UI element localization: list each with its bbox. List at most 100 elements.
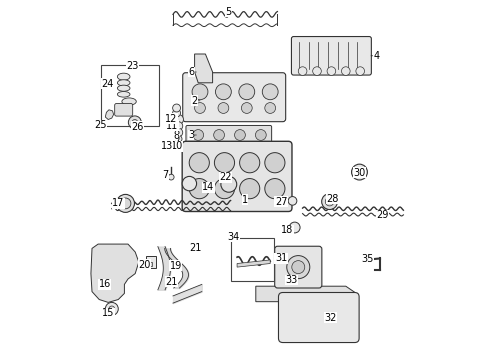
Circle shape bbox=[215, 179, 235, 199]
Text: 3: 3 bbox=[188, 130, 194, 140]
Text: 21: 21 bbox=[189, 243, 201, 253]
Circle shape bbox=[327, 67, 336, 76]
Text: 21: 21 bbox=[165, 276, 177, 287]
Bar bbox=[146, 256, 156, 268]
Ellipse shape bbox=[118, 85, 130, 91]
Text: 5: 5 bbox=[226, 6, 232, 17]
Circle shape bbox=[325, 197, 334, 206]
Text: 26: 26 bbox=[131, 122, 144, 132]
Circle shape bbox=[289, 222, 300, 233]
Ellipse shape bbox=[118, 91, 130, 97]
Text: 15: 15 bbox=[102, 308, 114, 318]
Bar bbox=[231, 238, 274, 281]
Circle shape bbox=[240, 179, 260, 199]
Circle shape bbox=[192, 84, 208, 100]
Circle shape bbox=[173, 114, 183, 125]
Text: 18: 18 bbox=[281, 225, 294, 235]
Text: 1: 1 bbox=[242, 195, 248, 205]
Text: 12: 12 bbox=[165, 114, 177, 124]
Circle shape bbox=[189, 153, 209, 173]
Circle shape bbox=[193, 130, 204, 140]
Circle shape bbox=[242, 103, 252, 113]
Text: 16: 16 bbox=[98, 279, 111, 289]
Bar bbox=[147, 262, 152, 266]
Text: 24: 24 bbox=[101, 78, 114, 89]
Bar bbox=[101, 65, 159, 126]
Polygon shape bbox=[91, 244, 139, 302]
FancyBboxPatch shape bbox=[183, 73, 286, 122]
Circle shape bbox=[215, 153, 235, 173]
Circle shape bbox=[132, 120, 138, 125]
Circle shape bbox=[189, 179, 209, 199]
Text: 35: 35 bbox=[361, 254, 373, 264]
Text: 28: 28 bbox=[326, 194, 338, 204]
Ellipse shape bbox=[122, 98, 136, 105]
Text: 7: 7 bbox=[162, 170, 168, 180]
Circle shape bbox=[218, 103, 229, 113]
Circle shape bbox=[182, 176, 196, 191]
Polygon shape bbox=[105, 110, 114, 120]
Text: 11: 11 bbox=[166, 121, 178, 131]
Circle shape bbox=[120, 198, 131, 209]
Text: 29: 29 bbox=[376, 210, 389, 220]
Text: 19: 19 bbox=[170, 261, 182, 271]
Circle shape bbox=[292, 261, 305, 274]
FancyBboxPatch shape bbox=[275, 246, 322, 288]
Circle shape bbox=[174, 122, 183, 130]
Polygon shape bbox=[256, 286, 355, 302]
Circle shape bbox=[298, 67, 307, 76]
Ellipse shape bbox=[118, 80, 130, 86]
Polygon shape bbox=[237, 260, 270, 267]
Circle shape bbox=[265, 153, 285, 173]
Circle shape bbox=[235, 130, 245, 140]
Text: 20: 20 bbox=[139, 260, 151, 270]
FancyBboxPatch shape bbox=[278, 292, 359, 343]
Text: 23: 23 bbox=[126, 60, 139, 71]
Circle shape bbox=[342, 67, 350, 76]
Text: 34: 34 bbox=[227, 232, 240, 242]
Circle shape bbox=[195, 103, 205, 113]
Circle shape bbox=[172, 109, 180, 117]
Circle shape bbox=[221, 176, 237, 192]
Text: 14: 14 bbox=[202, 182, 215, 192]
Circle shape bbox=[214, 130, 224, 140]
Circle shape bbox=[173, 139, 179, 145]
Text: 10: 10 bbox=[171, 141, 183, 151]
Circle shape bbox=[117, 194, 134, 212]
Circle shape bbox=[174, 128, 183, 137]
Circle shape bbox=[262, 84, 278, 100]
Text: 8: 8 bbox=[173, 127, 180, 138]
FancyBboxPatch shape bbox=[182, 141, 292, 212]
Circle shape bbox=[172, 104, 180, 112]
Text: 32: 32 bbox=[324, 312, 337, 323]
Circle shape bbox=[255, 130, 266, 140]
Text: 33: 33 bbox=[285, 275, 297, 285]
Text: 2: 2 bbox=[192, 96, 198, 106]
Circle shape bbox=[240, 153, 260, 173]
Circle shape bbox=[109, 306, 115, 312]
Circle shape bbox=[216, 84, 231, 100]
Text: 30: 30 bbox=[353, 168, 366, 178]
Text: 4: 4 bbox=[373, 51, 379, 61]
Circle shape bbox=[105, 302, 118, 315]
Text: 9: 9 bbox=[173, 134, 180, 144]
Circle shape bbox=[288, 197, 297, 205]
Circle shape bbox=[175, 135, 182, 143]
Circle shape bbox=[321, 194, 338, 210]
Text: 17: 17 bbox=[112, 198, 124, 208]
Circle shape bbox=[265, 179, 285, 199]
Circle shape bbox=[265, 103, 275, 113]
Text: 31: 31 bbox=[275, 253, 287, 264]
Circle shape bbox=[355, 168, 364, 176]
Circle shape bbox=[363, 257, 368, 263]
Polygon shape bbox=[195, 54, 213, 83]
Text: 25: 25 bbox=[94, 120, 106, 130]
Circle shape bbox=[239, 84, 255, 100]
Text: 22: 22 bbox=[219, 172, 231, 182]
FancyBboxPatch shape bbox=[115, 104, 133, 116]
FancyBboxPatch shape bbox=[292, 37, 371, 75]
Circle shape bbox=[128, 116, 141, 129]
FancyBboxPatch shape bbox=[186, 126, 271, 145]
Circle shape bbox=[287, 256, 310, 279]
Circle shape bbox=[313, 67, 321, 76]
